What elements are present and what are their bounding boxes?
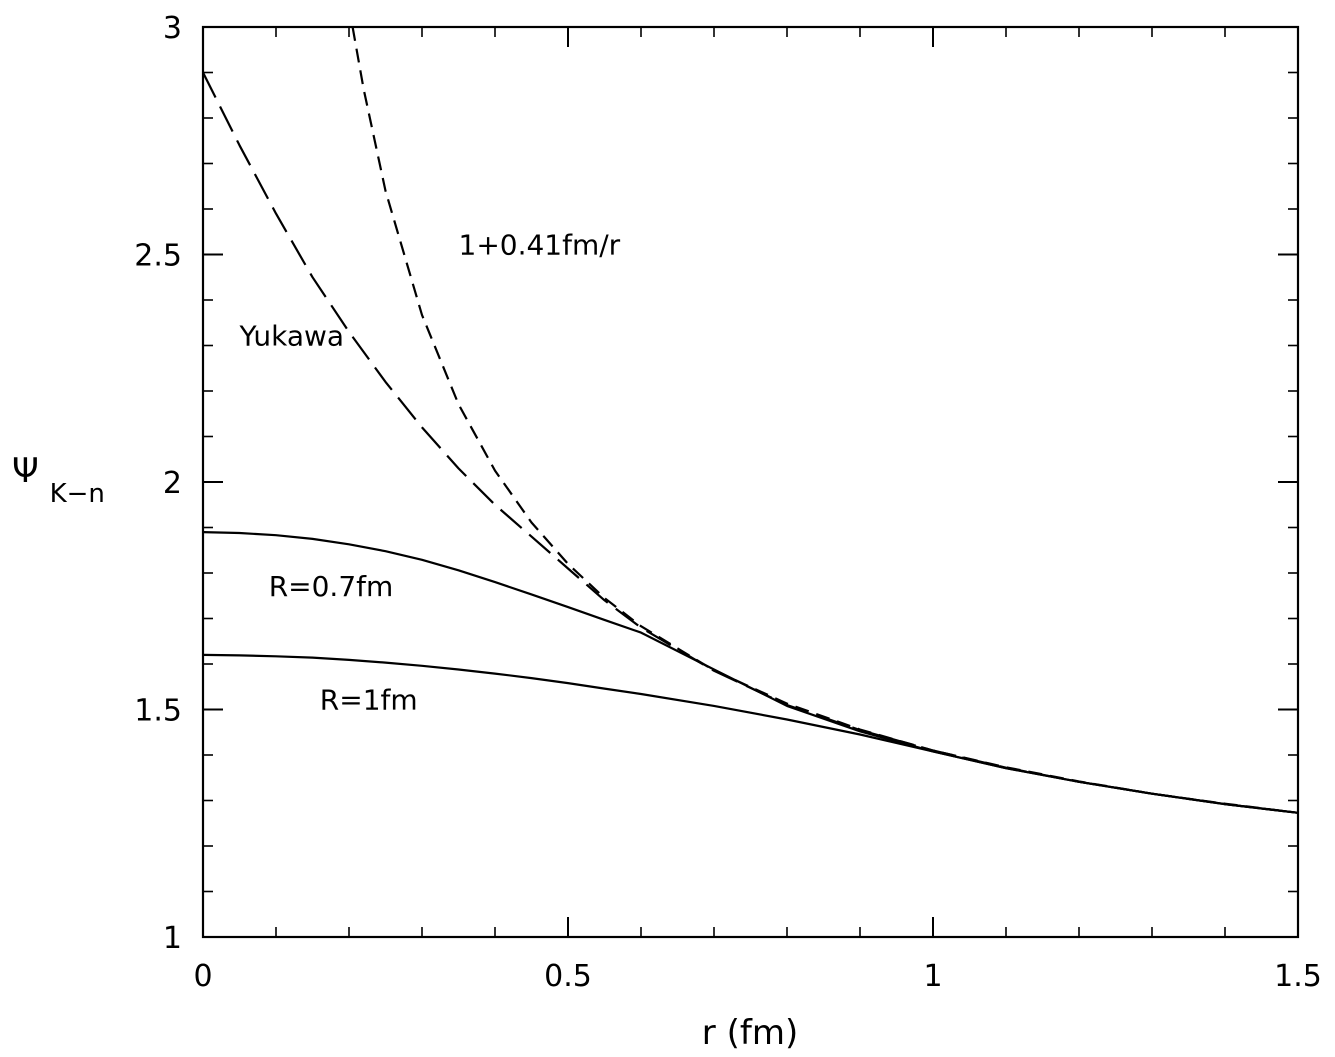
x-axis-label: r (fm) <box>702 1013 798 1053</box>
y-tick-label: 2 <box>163 466 182 501</box>
y-tick-label: 3 <box>163 11 182 46</box>
major-ticks <box>202 26 1299 938</box>
x-tick-label: 1.5 <box>1274 959 1322 994</box>
plot-frame <box>201 25 1300 939</box>
y-axis-label-subscript: K−n <box>50 479 105 509</box>
curve-annotation: R=1fm <box>320 684 418 717</box>
x-tick-label: 1 <box>923 959 942 994</box>
curve-annotation: R=0.7fm <box>269 570 394 603</box>
series-line <box>351 26 1299 814</box>
y-tick-label: 2.5 <box>134 239 182 274</box>
curve-annotation: 1+0.41fm/r <box>459 229 621 262</box>
y-axis-label: Ψ K−n <box>12 451 105 509</box>
series-line <box>202 653 1299 814</box>
y-tick-label: 1.5 <box>134 694 182 729</box>
x-tick-label: 0 <box>193 959 212 994</box>
y-tick-label: 1 <box>163 921 182 956</box>
y-axis-label-symbol: Ψ <box>12 451 39 491</box>
tick-labels: 0 0.5 1 1.5 1 1.5 2 2.5 3 <box>134 11 1322 994</box>
x-tick-label: 0.5 <box>544 959 592 994</box>
curve-annotation: Yukawa <box>239 320 345 353</box>
annotations: 1+0.41fm/r Yukawa R=0.7fm R=1fm <box>239 229 621 717</box>
minor-ticks <box>203 27 1298 937</box>
series-lines <box>202 26 1299 814</box>
